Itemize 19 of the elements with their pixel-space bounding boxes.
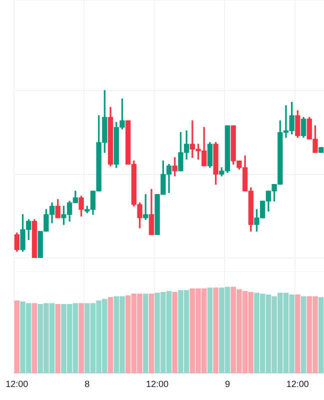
bar [14,300,20,374]
bar [213,288,218,374]
x-tick-label: 9 [224,379,230,390]
bar [148,294,154,374]
x-tick-label: 12:00 [286,379,309,390]
bar [300,296,306,374]
bar [55,304,60,374]
bar [295,294,300,374]
bar [318,297,324,374]
x-tick-label: 12:00 [6,379,28,390]
bar [207,288,213,374]
x-tick-label: 8 [84,379,90,390]
bar [108,297,114,374]
bar [78,303,84,374]
bar [172,292,178,374]
x-tick-label: 12:00 [146,379,169,390]
candlestick [318,147,324,153]
bar [32,303,38,374]
bar [142,294,148,374]
